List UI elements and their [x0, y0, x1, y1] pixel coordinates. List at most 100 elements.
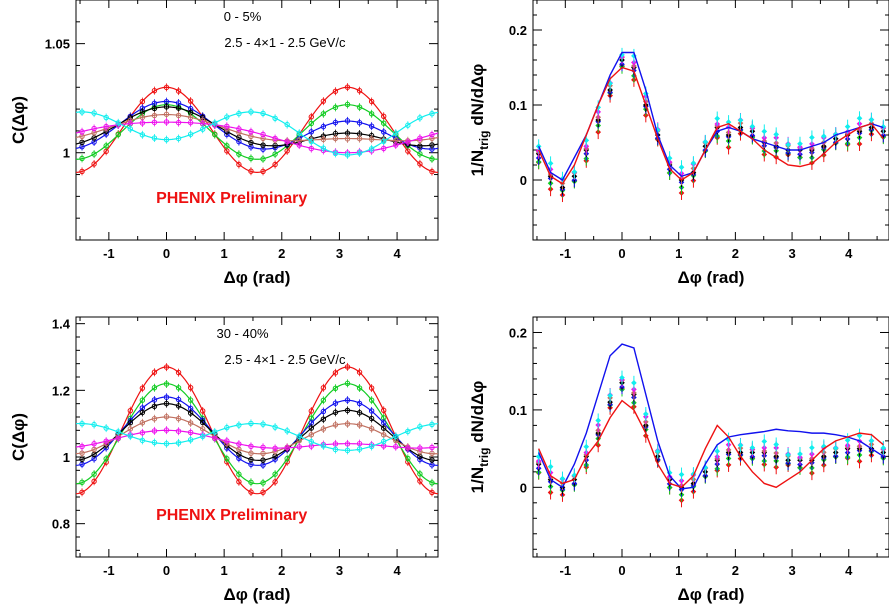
data-point-green [139, 397, 146, 403]
y-axis-label: C(Δφ) [9, 96, 28, 144]
x-tick-label: 1 [221, 563, 228, 578]
data-point-red [308, 408, 314, 414]
data-point-magenta [344, 441, 351, 447]
data-point-cyan [224, 424, 230, 431]
plot-frame [532, 316, 889, 558]
data-point-black [151, 403, 158, 409]
data-point-black [332, 409, 339, 416]
data-point-black [320, 416, 327, 422]
data-point-cyan [79, 109, 85, 115]
data-point-green [248, 155, 254, 162]
data-point-green [224, 143, 230, 149]
data-point-red [236, 479, 242, 485]
data-point-cyan [163, 440, 170, 447]
data-point-cyan [619, 374, 625, 381]
data-point-cyan [91, 110, 97, 116]
x-tick-label: 4 [845, 563, 853, 578]
data-point-red [356, 369, 363, 375]
data-point-black [175, 403, 182, 409]
data-point-cyan [417, 423, 423, 430]
plot-frame [75, 0, 439, 241]
fit-curve-blue [76, 100, 438, 150]
data-point-red [320, 385, 327, 391]
data-point-cyan [785, 452, 791, 458]
data-point-cyan [296, 130, 302, 136]
data-point-cyan [547, 463, 554, 470]
panel-top-left: -1 0 1 2 3 4 1 1.05 Δφ (rad) C(Δφ) 0 - 5% 2.5 - 4×1… [9, 0, 439, 287]
plot-area [76, 362, 438, 497]
data-point-red [200, 408, 206, 414]
data-point-brown [332, 135, 339, 142]
data-point-cyan [429, 421, 435, 428]
data-point-cyan [417, 115, 423, 121]
data-point-red [187, 98, 194, 104]
data-point-green [284, 455, 290, 462]
data-point-green [417, 471, 423, 477]
data-point-magenta [429, 444, 435, 451]
data-point-brown [320, 426, 327, 432]
data-point-cyan [308, 439, 314, 445]
data-point-brown [175, 415, 182, 422]
data-point-cyan [139, 132, 146, 138]
data-point-cyan [785, 141, 791, 148]
data-point-red [429, 168, 435, 175]
data-point-black [368, 415, 375, 422]
x-tick-label: 2 [278, 563, 285, 578]
x-tick-label: -1 [103, 563, 115, 578]
data-point-magenta [187, 119, 194, 126]
data-point-brown [175, 112, 182, 119]
preliminary-label: PHENIX Preliminary [156, 190, 307, 207]
x-axis-label: Δφ (rad) [224, 585, 291, 604]
data-point-blue [308, 129, 314, 135]
data-point-cyan [127, 433, 134, 439]
kinematic-label: 2.5 - 4×1 - 2.5 GeV/c [224, 35, 346, 50]
data-point-cyan [272, 424, 278, 430]
data-point-red [320, 98, 327, 104]
data-point-cyan [296, 433, 302, 440]
data-point-magenta [272, 135, 278, 142]
y-tick-label: 0.8 [52, 517, 70, 532]
data-point-cyan [151, 135, 158, 141]
data-point-blue [151, 397, 158, 403]
data-point-cyan [356, 150, 363, 156]
data-point-cyan [320, 145, 327, 151]
data-point-green [103, 456, 109, 462]
data-point-cyan [832, 445, 839, 451]
data-point-green [151, 385, 158, 391]
fit-curve-brown [76, 416, 438, 455]
data-point-cyan [761, 128, 768, 135]
data-point-black [356, 410, 363, 416]
data-point-magenta [393, 142, 399, 148]
data-point-brown [344, 136, 351, 142]
data-point-red [127, 407, 134, 414]
data-point-magenta [91, 441, 97, 447]
data-point-cyan [773, 441, 780, 448]
y-tick-label: 0.2 [509, 325, 527, 340]
data-point-brown [79, 450, 85, 456]
data-point-cyan [103, 114, 109, 121]
y-tick-label: 1 [63, 146, 70, 161]
data-point-blue [368, 123, 375, 129]
data-point-cyan [187, 131, 194, 137]
plot-frame [532, 0, 889, 241]
data-point-green [260, 156, 266, 162]
data-point-cyan [405, 122, 411, 128]
data-point-red [151, 369, 158, 375]
data-point-cyan [678, 471, 685, 478]
x-tick-label: 1 [675, 563, 682, 578]
data-point-green [429, 156, 435, 162]
x-tick-label: 0 [163, 246, 170, 261]
data-point-brown [187, 420, 194, 426]
data-point-brown [248, 450, 254, 456]
data-point-cyan [175, 135, 182, 142]
data-point-cyan [308, 138, 314, 145]
y-tick-label: 1 [63, 450, 70, 465]
data-point-red [139, 98, 146, 105]
data-point-cyan [880, 445, 887, 451]
data-point-green [175, 385, 182, 391]
data-point-red [248, 489, 254, 495]
y-tick-label: 1.2 [52, 383, 70, 398]
fit-curve-green [76, 383, 438, 485]
data-point-cyan [332, 150, 339, 157]
